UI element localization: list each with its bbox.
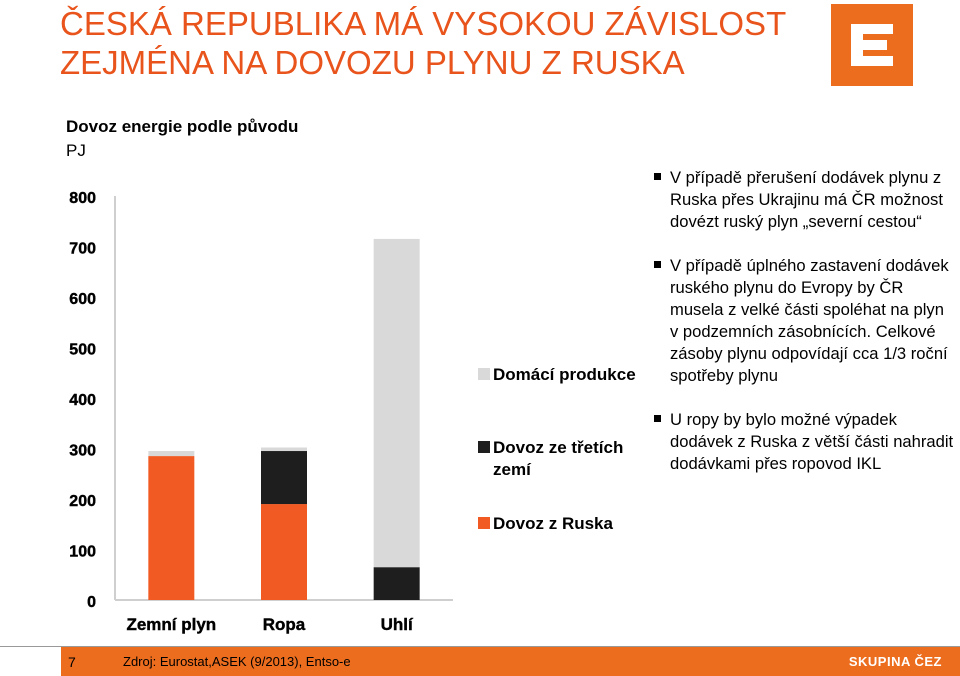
y-tick-label: 400 xyxy=(69,392,96,409)
cez-logo xyxy=(831,4,913,86)
legend-label: Dovoz z Ruska xyxy=(493,514,613,533)
x-tick-label: Uhlí xyxy=(381,615,414,634)
bar-segment xyxy=(261,451,307,505)
legend-label: Dovoz ze třetích zemí xyxy=(493,438,624,479)
footer-divider xyxy=(0,646,960,647)
bar-segment xyxy=(261,447,307,452)
bullet-square-icon xyxy=(654,415,661,422)
bullet-list: V případě přerušení dodávek plynu z Rusk… xyxy=(654,167,954,475)
y-tick-label: 700 xyxy=(69,241,96,258)
x-tick-label: Ropa xyxy=(263,615,306,634)
y-tick-label: 200 xyxy=(69,493,96,510)
legend-swatch xyxy=(478,517,490,529)
bar-segment xyxy=(373,567,420,600)
bar-segment xyxy=(148,451,195,457)
legend-label: Domácí produkce xyxy=(493,365,636,384)
legend-swatch xyxy=(478,441,490,453)
y-tick-label: 500 xyxy=(69,342,96,359)
chart-title: Dovoz energie podle původu xyxy=(66,117,299,136)
x-tick-label: Zemní plyn xyxy=(126,615,216,634)
bullet-square-icon xyxy=(654,173,661,180)
source-note: Zdroj: Eurostat,ASEK (9/2013), Entso-e xyxy=(123,654,351,669)
bar-segment xyxy=(148,456,195,600)
bullet-item: V případě přerušení dodávek plynu z Rusk… xyxy=(654,167,954,233)
page-title: ČESKÁ REPUBLIKA MÁ VYSOKOU ZÁVISLOST ZEJ… xyxy=(60,5,786,81)
y-tick-label: 0 xyxy=(87,594,96,611)
bar-segment xyxy=(261,504,307,600)
bar-segment xyxy=(373,238,420,568)
bullet-text: V případě přerušení dodávek plynu z Rusk… xyxy=(670,168,943,231)
y-tick-label: 100 xyxy=(69,544,96,561)
page-number: 7 xyxy=(68,654,76,670)
brand-name: SKUPINA ČEZ xyxy=(848,654,942,669)
y-tick-label: 800 xyxy=(69,190,96,207)
bullet-item: U ropy by bylo možné výpadek dodávek z R… xyxy=(654,409,954,475)
legend-swatch xyxy=(478,368,490,380)
y-tick-label: 300 xyxy=(69,443,96,460)
bullet-text: U ropy by bylo možné výpadek dodávek z R… xyxy=(670,410,954,473)
bullet-text: V případě úplného zastavení dodávek rusk… xyxy=(670,256,949,385)
chart-unit-label: PJ xyxy=(66,141,86,160)
footer-bar: 7 Zdroj: Eurostat,ASEK (9/2013), Entso-e… xyxy=(0,646,960,676)
y-tick-label: 600 xyxy=(69,291,96,308)
footer-brand-strip xyxy=(61,647,960,676)
bar-chart: 0 100 200 300 400 500 600 700 800 Zemní plyn Ropa U… xyxy=(69,190,453,634)
bullet-square-icon xyxy=(654,261,661,268)
bullet-item: V případě úplného zastavení dodávek rusk… xyxy=(654,255,954,387)
